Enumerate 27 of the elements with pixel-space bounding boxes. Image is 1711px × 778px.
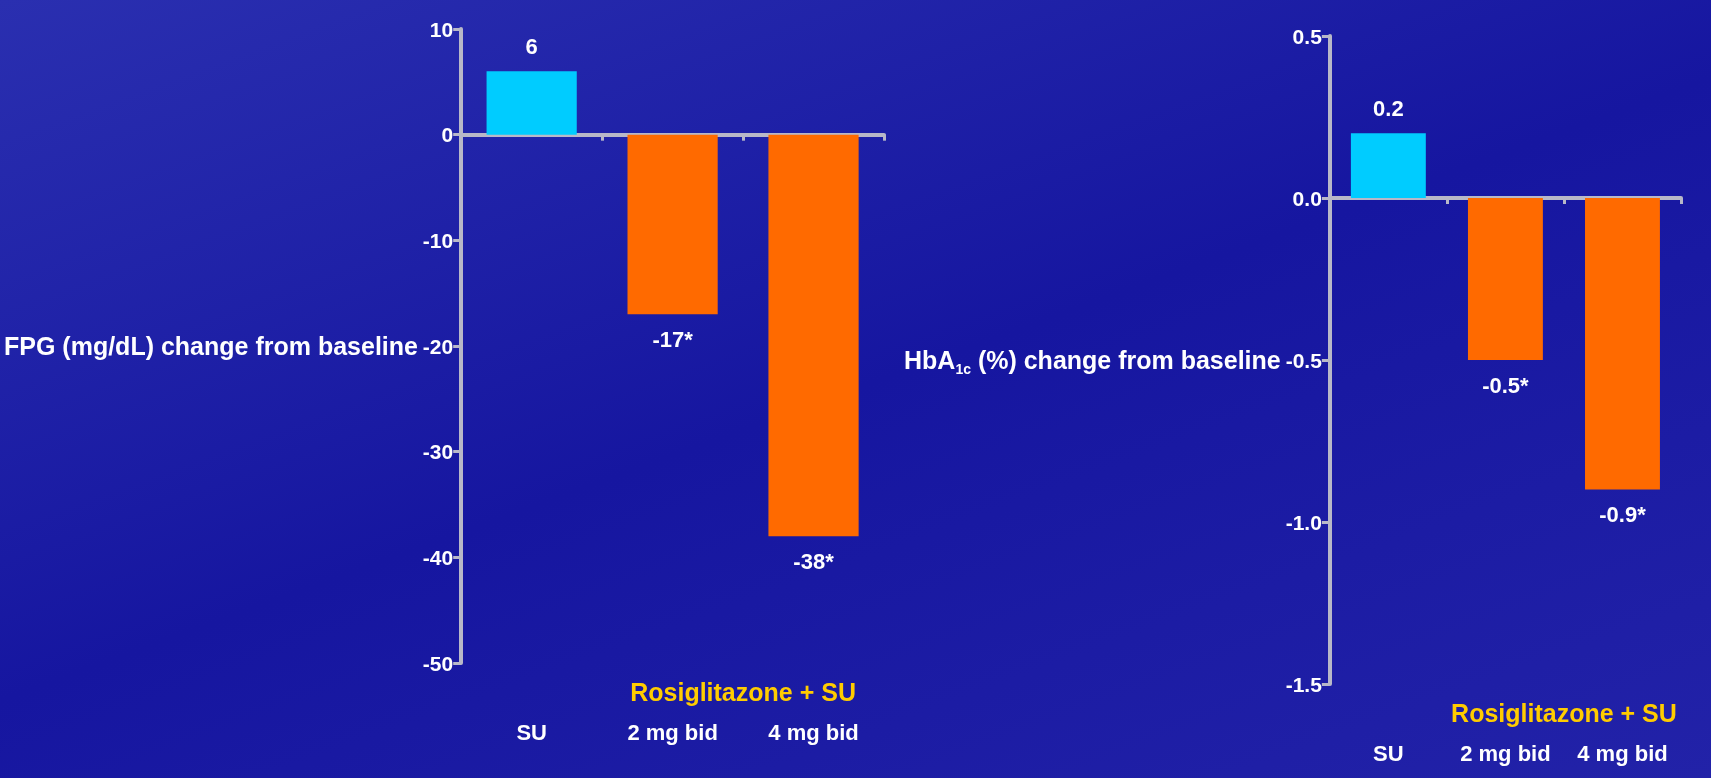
x-tick-label: 2 mg bid <box>627 719 718 745</box>
y-tick-label: 0 <box>441 123 454 147</box>
x-tick-label: SU <box>516 719 547 745</box>
data-label: -0.9* <box>1599 502 1647 528</box>
data-label: 0.2 <box>1373 95 1404 121</box>
y-tick-label: -10 <box>422 228 454 252</box>
y-tick-label: 10 <box>429 17 454 41</box>
x-tick-label: 4 mg bid <box>1577 740 1668 766</box>
x-tick-label: 2 mg bid <box>1460 740 1551 766</box>
y-tick-label: -0.5 <box>1285 348 1323 372</box>
data-label: -38* <box>793 548 835 574</box>
data-label: -17* <box>652 326 694 352</box>
data-label: -0.5* <box>1482 372 1530 398</box>
data-label: 6 <box>525 33 538 59</box>
text: Rosiglitazone + SU <box>630 677 856 706</box>
y-tick-label: -20 <box>422 334 454 358</box>
y-tick-label: -50 <box>422 651 454 675</box>
y-tick-label: -1.0 <box>1285 510 1322 534</box>
y-tick-label: -30 <box>422 440 454 464</box>
y-tick-label: -40 <box>422 545 454 569</box>
y-axis-title: FPG (mg/dL) change from baseline <box>3 332 419 360</box>
x-tick-label: SU <box>1373 740 1404 766</box>
text: Rosiglitazone + SU <box>1451 698 1677 727</box>
y-tick-label: 0.5 <box>1292 24 1323 48</box>
x-tick-label: 4 mg bid <box>768 719 859 745</box>
y-tick-label: -1.5 <box>1285 672 1323 696</box>
y-tick-label: 0.0 <box>1292 186 1322 210</box>
